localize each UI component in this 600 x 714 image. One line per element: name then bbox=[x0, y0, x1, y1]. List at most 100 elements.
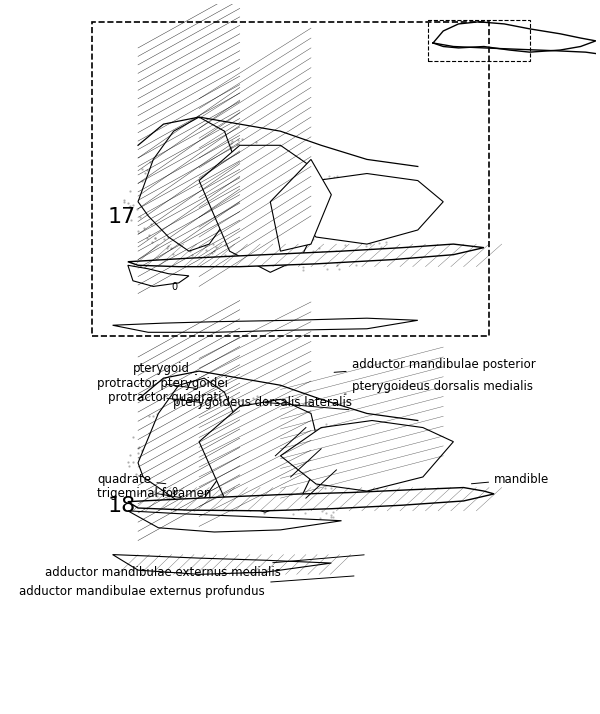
Point bbox=[320, 193, 329, 204]
Point bbox=[289, 459, 298, 471]
Point bbox=[294, 153, 304, 164]
Point bbox=[259, 450, 268, 461]
Point bbox=[209, 511, 218, 523]
Point bbox=[232, 488, 241, 500]
Point bbox=[234, 482, 244, 493]
Point bbox=[260, 238, 270, 249]
Point bbox=[301, 247, 311, 258]
Point bbox=[240, 218, 250, 229]
Point bbox=[283, 418, 293, 429]
Point bbox=[271, 180, 281, 191]
Point bbox=[253, 468, 263, 480]
Point bbox=[227, 462, 236, 473]
Point bbox=[345, 451, 355, 463]
Point bbox=[243, 192, 253, 203]
Point bbox=[224, 411, 234, 423]
Point bbox=[142, 232, 151, 243]
Point bbox=[179, 223, 189, 235]
Point bbox=[277, 251, 287, 263]
Point bbox=[311, 253, 321, 265]
Point bbox=[227, 513, 236, 524]
Point bbox=[283, 206, 293, 217]
Point bbox=[156, 446, 166, 458]
Point bbox=[158, 418, 167, 430]
Point bbox=[316, 211, 326, 222]
Point bbox=[199, 142, 209, 154]
Point bbox=[226, 504, 235, 516]
Point bbox=[268, 400, 278, 411]
Point bbox=[360, 496, 370, 508]
Point bbox=[169, 216, 179, 228]
Point bbox=[248, 160, 257, 171]
Point bbox=[241, 233, 250, 244]
Point bbox=[265, 206, 275, 217]
Point bbox=[304, 209, 314, 221]
Point bbox=[191, 491, 200, 502]
Point bbox=[136, 197, 146, 208]
Point bbox=[271, 174, 280, 185]
Point bbox=[237, 483, 247, 494]
Point bbox=[289, 167, 298, 178]
Point bbox=[190, 504, 199, 516]
Point bbox=[203, 496, 213, 508]
Point bbox=[284, 498, 294, 509]
Point bbox=[171, 188, 181, 199]
Point bbox=[371, 192, 380, 203]
Point bbox=[345, 500, 355, 511]
Point bbox=[305, 203, 314, 214]
Point bbox=[280, 240, 290, 251]
Point bbox=[209, 391, 218, 403]
Point bbox=[347, 453, 356, 464]
Point bbox=[244, 248, 253, 259]
Point bbox=[301, 429, 310, 441]
Point bbox=[229, 468, 238, 480]
Point bbox=[269, 209, 279, 221]
Point bbox=[286, 213, 295, 225]
Point bbox=[301, 173, 310, 184]
Point bbox=[269, 182, 278, 193]
Point bbox=[284, 495, 294, 506]
Point bbox=[227, 201, 236, 212]
Point bbox=[196, 408, 205, 419]
Point bbox=[260, 147, 270, 159]
Point bbox=[323, 499, 332, 511]
Text: 0: 0 bbox=[171, 282, 177, 292]
Point bbox=[340, 251, 350, 262]
Point bbox=[371, 195, 381, 206]
Point bbox=[367, 450, 376, 461]
Point bbox=[172, 465, 182, 476]
Point bbox=[374, 231, 384, 242]
Point bbox=[227, 434, 237, 446]
Point bbox=[360, 487, 370, 498]
Point bbox=[144, 174, 154, 186]
Point bbox=[212, 254, 222, 266]
Point bbox=[160, 438, 170, 450]
Point bbox=[364, 183, 373, 195]
Point bbox=[360, 213, 370, 225]
Point bbox=[220, 249, 230, 261]
Point bbox=[263, 212, 273, 223]
Point bbox=[247, 183, 257, 195]
Point bbox=[239, 161, 249, 173]
Point bbox=[163, 206, 172, 217]
Point bbox=[352, 195, 361, 206]
Point bbox=[317, 246, 327, 257]
Point bbox=[232, 179, 241, 191]
Point bbox=[272, 458, 282, 469]
Point bbox=[283, 220, 292, 231]
Point bbox=[347, 459, 356, 471]
Point bbox=[262, 221, 271, 233]
Point bbox=[146, 477, 156, 488]
Point bbox=[196, 477, 206, 488]
Point bbox=[298, 156, 308, 168]
Point bbox=[304, 471, 314, 482]
Point bbox=[309, 190, 319, 201]
Point bbox=[195, 466, 205, 477]
Point bbox=[251, 183, 261, 194]
Point bbox=[251, 489, 261, 501]
Point bbox=[254, 254, 264, 266]
Point bbox=[275, 251, 284, 262]
Point bbox=[180, 436, 190, 448]
Point bbox=[296, 171, 306, 182]
Point bbox=[308, 245, 317, 256]
